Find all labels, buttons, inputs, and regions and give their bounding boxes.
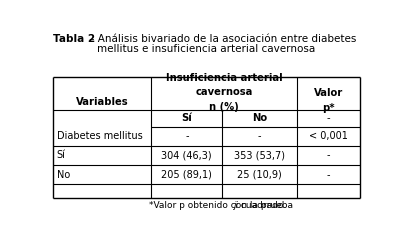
Text: cuadrado.: cuadrado. (238, 201, 286, 210)
Text: -: - (185, 131, 189, 141)
Text: No: No (252, 113, 267, 123)
Text: Tabla 2: Tabla 2 (53, 34, 95, 44)
Text: ji: ji (233, 201, 238, 210)
Text: 205 (89,1): 205 (89,1) (161, 170, 212, 180)
Text: 25 (10,9): 25 (10,9) (237, 170, 282, 180)
Text: Variables: Variables (76, 96, 128, 107)
Text: Insuficiencia arterial
cavernosa
n (%): Insuficiencia arterial cavernosa n (%) (166, 72, 282, 112)
Text: -: - (327, 113, 330, 123)
Text: mellitus e insuficiencia arterial cavernosa: mellitus e insuficiencia arterial cavern… (98, 44, 316, 54)
Text: < 0,001: < 0,001 (309, 131, 348, 141)
Text: -: - (327, 150, 330, 161)
Text: 353 (53,7): 353 (53,7) (234, 150, 285, 161)
Text: -: - (258, 131, 262, 141)
Text: Sí: Sí (181, 113, 192, 123)
Text: Diabetes mellitus: Diabetes mellitus (56, 131, 142, 141)
Text: Valor
p*: Valor p* (314, 88, 343, 113)
Text: – Análisis bivariado de la asociación entre diabetes: – Análisis bivariado de la asociación en… (86, 34, 356, 44)
Text: 304 (46,3): 304 (46,3) (162, 150, 212, 161)
Text: No: No (56, 170, 70, 180)
Text: -: - (327, 170, 330, 180)
Text: Sí: Sí (56, 150, 65, 161)
Text: *Valor p obtenido con la prueba: *Valor p obtenido con la prueba (149, 201, 296, 210)
